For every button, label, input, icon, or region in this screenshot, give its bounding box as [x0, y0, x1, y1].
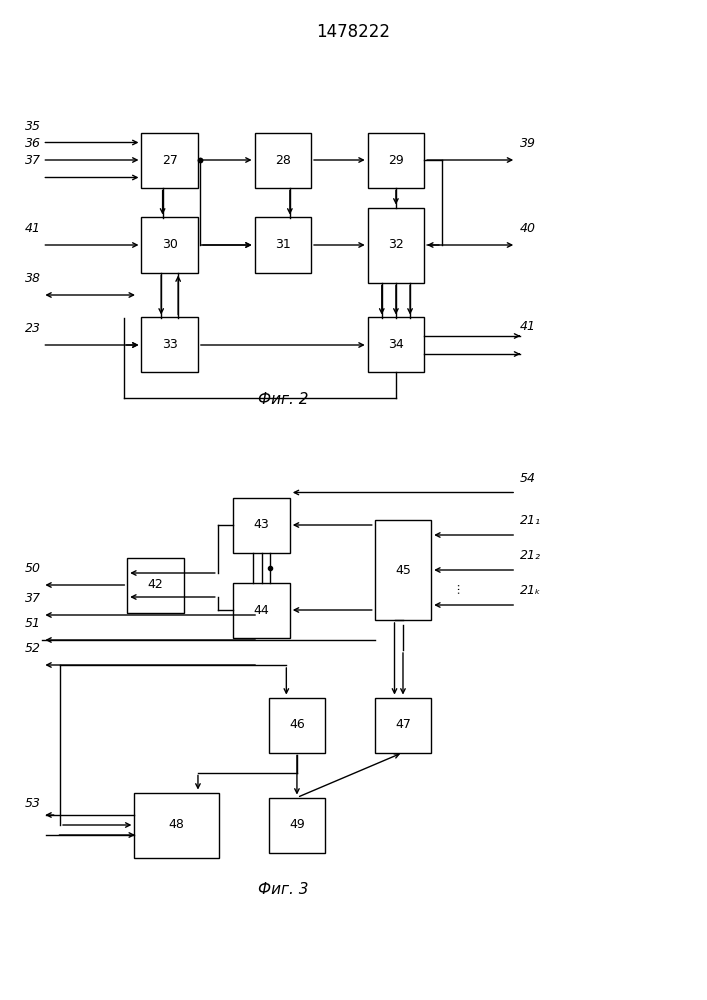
Text: 53: 53 [25, 797, 41, 810]
FancyBboxPatch shape [269, 698, 325, 752]
FancyBboxPatch shape [368, 132, 424, 188]
Text: 27: 27 [162, 153, 177, 166]
Text: 1478222: 1478222 [317, 23, 390, 41]
Text: 34: 34 [388, 338, 404, 352]
Text: 21₁: 21₁ [520, 514, 541, 527]
Text: 47: 47 [395, 718, 411, 732]
FancyBboxPatch shape [233, 498, 290, 552]
Text: 45: 45 [395, 564, 411, 576]
Text: 36: 36 [25, 137, 41, 150]
FancyBboxPatch shape [368, 317, 424, 372]
Text: 38: 38 [25, 272, 41, 285]
FancyBboxPatch shape [255, 217, 311, 272]
Text: 33: 33 [162, 338, 177, 352]
Text: 40: 40 [520, 222, 536, 235]
Text: 23: 23 [25, 322, 41, 335]
Text: 35: 35 [25, 120, 41, 133]
Text: 48: 48 [169, 818, 185, 832]
Text: 32: 32 [388, 238, 404, 251]
Text: 51: 51 [25, 617, 41, 630]
Text: 30: 30 [162, 238, 177, 251]
Text: 50: 50 [25, 562, 41, 575]
Text: 31: 31 [275, 238, 291, 251]
FancyBboxPatch shape [233, 582, 290, 638]
FancyBboxPatch shape [141, 217, 198, 272]
Text: 46: 46 [289, 718, 305, 732]
Text: 41: 41 [520, 320, 536, 333]
FancyBboxPatch shape [375, 698, 431, 752]
FancyBboxPatch shape [269, 798, 325, 852]
FancyBboxPatch shape [141, 132, 198, 188]
Text: 43: 43 [254, 518, 269, 532]
Text: 28: 28 [275, 153, 291, 166]
Text: 39: 39 [520, 137, 536, 150]
Text: 52: 52 [25, 642, 41, 655]
Text: 21₂: 21₂ [520, 549, 541, 562]
FancyBboxPatch shape [255, 132, 311, 188]
FancyBboxPatch shape [127, 558, 184, 612]
Text: 41: 41 [25, 222, 41, 235]
Text: 54: 54 [520, 473, 536, 486]
Text: 21ₖ: 21ₖ [520, 584, 541, 597]
Text: 44: 44 [254, 603, 269, 616]
Text: Фиг. 2: Фиг. 2 [257, 392, 308, 408]
FancyBboxPatch shape [141, 317, 198, 372]
Text: 37: 37 [25, 154, 41, 167]
Text: ⋯: ⋯ [453, 582, 463, 593]
FancyBboxPatch shape [368, 208, 424, 282]
Text: 49: 49 [289, 818, 305, 832]
Text: 42: 42 [148, 578, 163, 591]
Text: 29: 29 [388, 153, 404, 166]
Text: Фиг. 3: Фиг. 3 [257, 882, 308, 898]
FancyBboxPatch shape [134, 792, 219, 857]
FancyBboxPatch shape [375, 520, 431, 620]
Text: 37: 37 [25, 592, 41, 605]
